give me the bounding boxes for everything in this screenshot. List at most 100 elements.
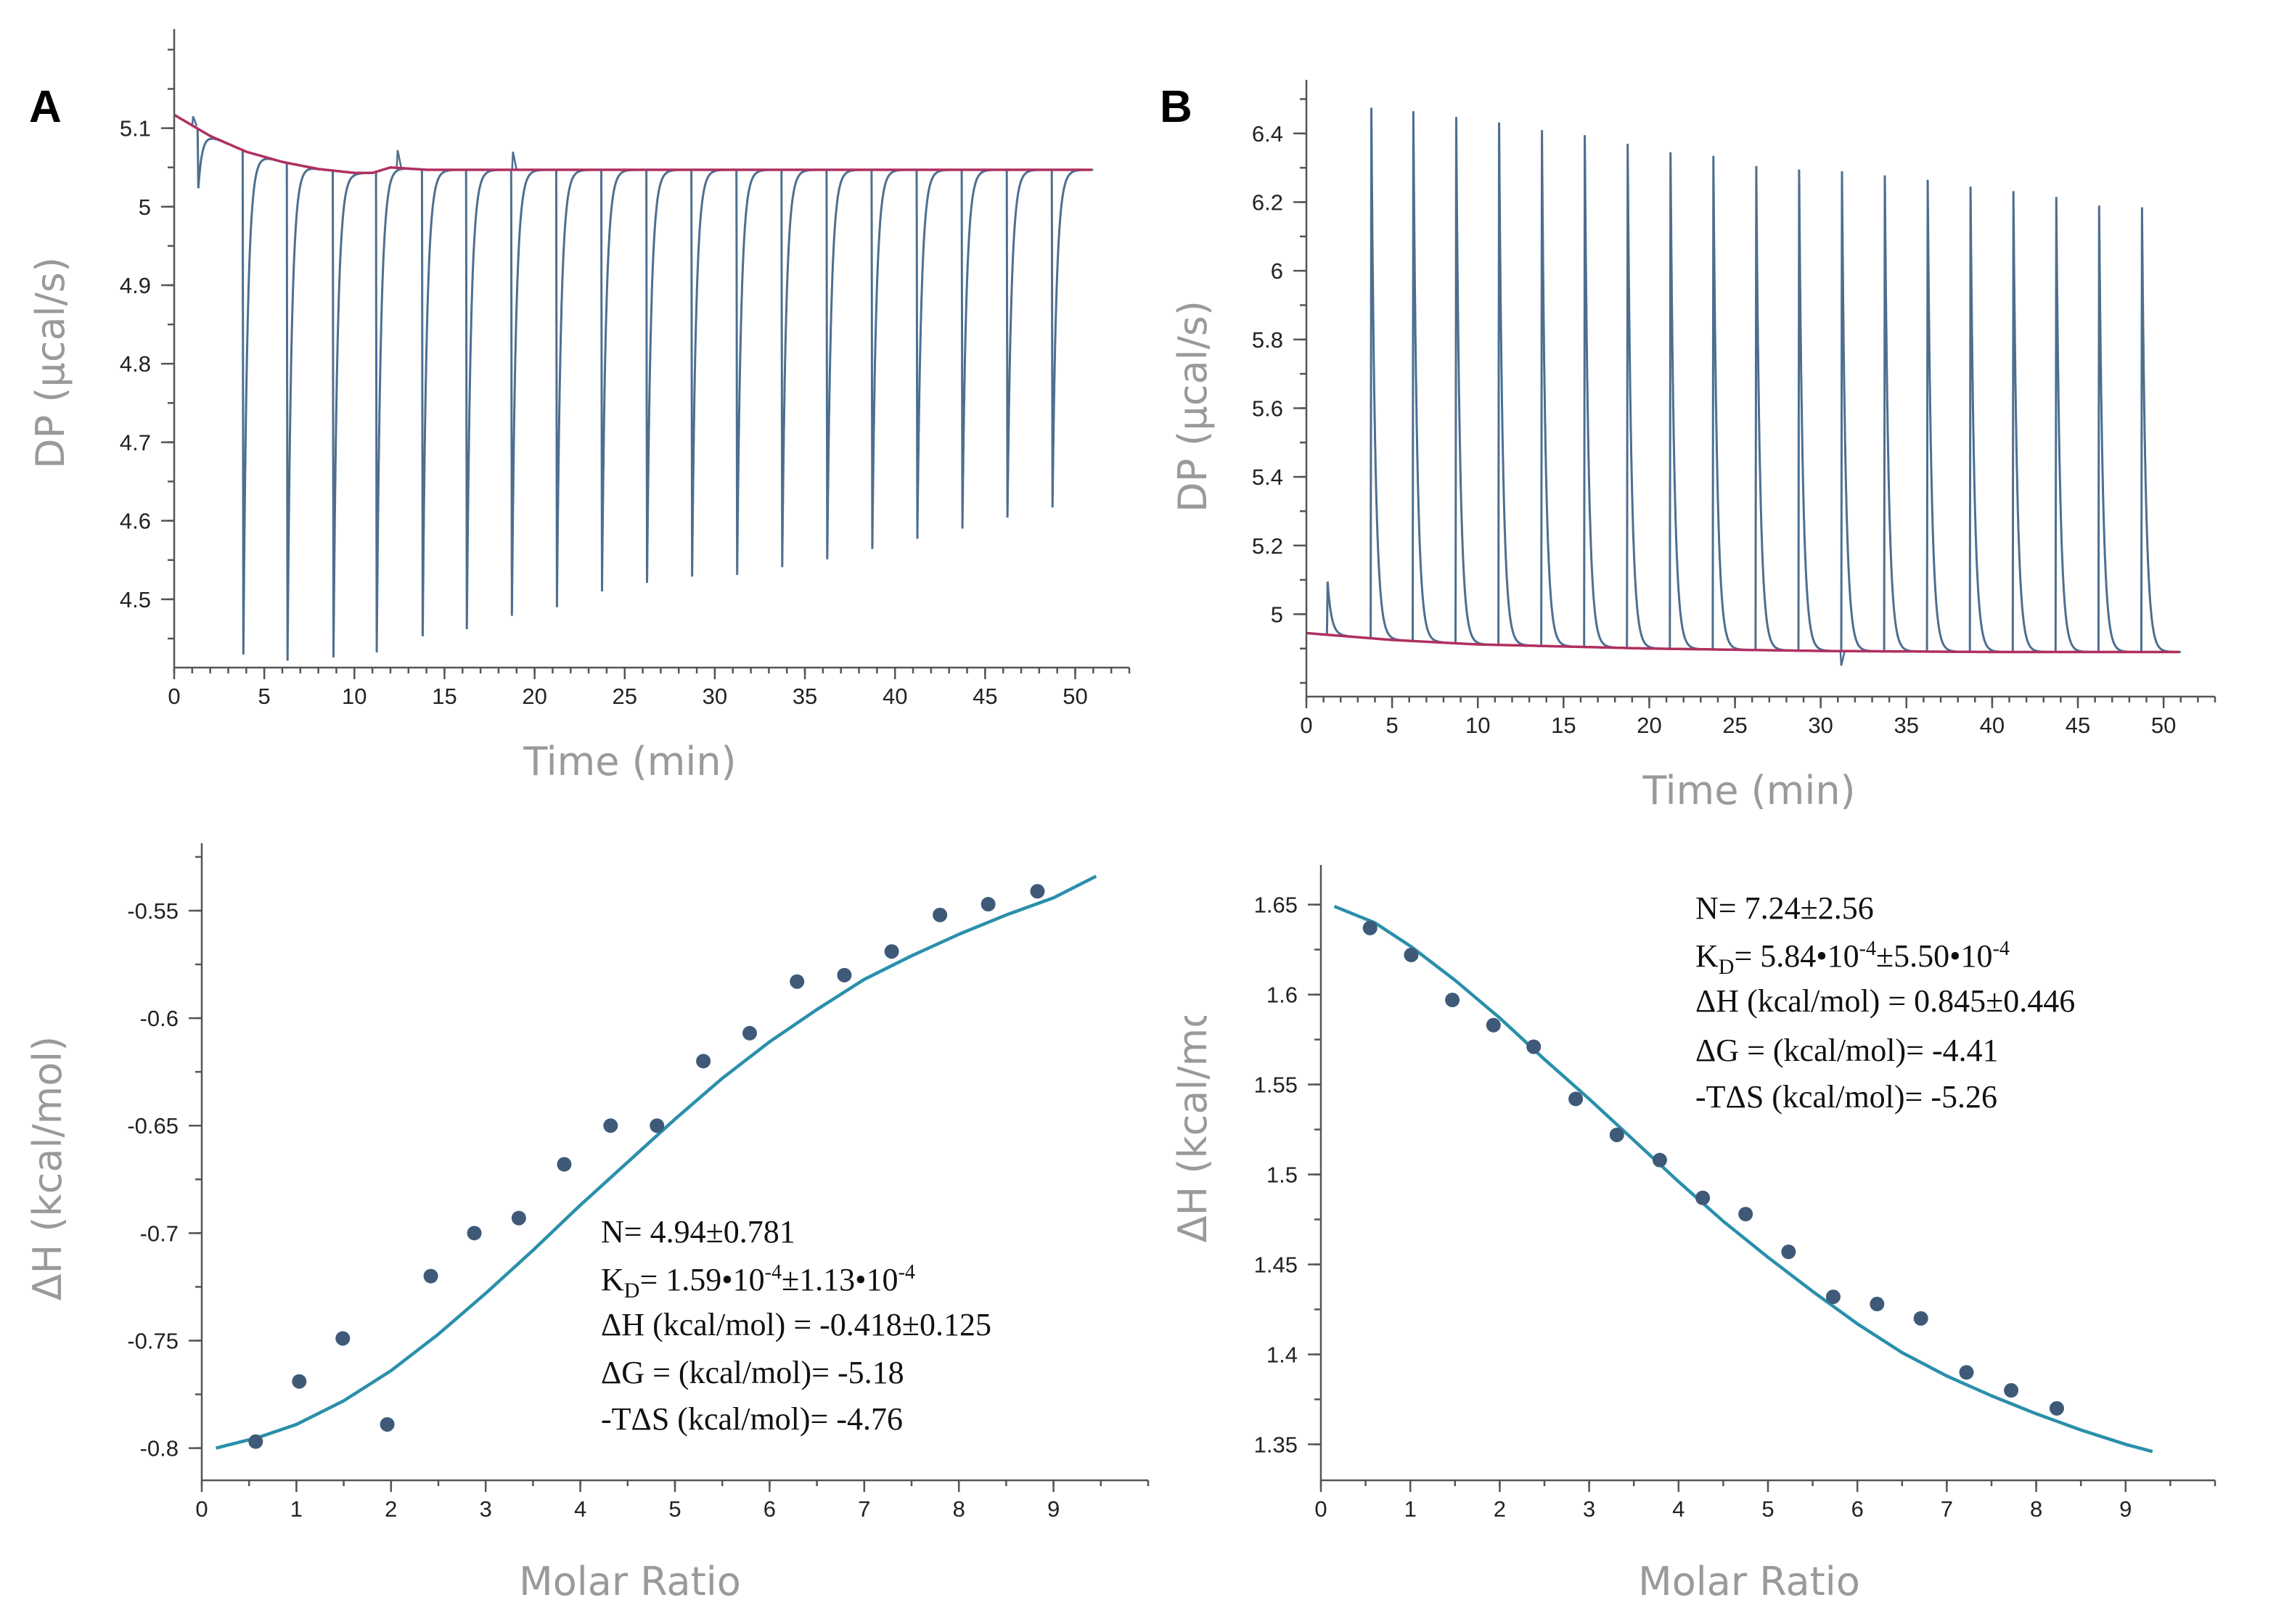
data-point — [933, 907, 948, 922]
y-tick-label: 1.6 — [1266, 983, 1298, 1008]
chart-b-isotherm: 0 1 2 3 4 5 6 7 8 9 1.35 1.4 1.45 1.5 1.55 1.6 1.65 Mola… — [1170, 865, 2216, 1604]
b-isotherm-ylabel-clip: ΔH (kcal/mol) — [1170, 1016, 1216, 1242]
y-tick-label: 1.45 — [1254, 1252, 1298, 1277]
b-ann-kd-k: K — [1695, 938, 1719, 974]
b-isotherm-xlabel: Molar Ratio — [1638, 1559, 1860, 1604]
x-tick-label: 5 — [1385, 713, 1398, 738]
x-tick-label: 0 — [1300, 713, 1312, 738]
a-ann-tds: -TΔS (kcal/mol)= -4.76 — [601, 1401, 903, 1437]
data-point — [1738, 1207, 1753, 1222]
x-tick-label: 35 — [793, 684, 817, 709]
x-tick-label: 3 — [1583, 1496, 1595, 1522]
b-ann-dg: ΔG = (kcal/mol)= -4.41 — [1695, 1033, 1999, 1068]
x-tick-label: 9 — [1047, 1496, 1060, 1522]
a-isotherm-marks — [216, 874, 1097, 1450]
data-point — [1781, 1244, 1796, 1260]
data-point — [1362, 920, 1378, 935]
data-point — [557, 1157, 572, 1172]
y-tick-label: 1.35 — [1254, 1432, 1298, 1457]
x-tick-label: 20 — [522, 684, 547, 709]
b-isotherm-ticks: 0 1 2 3 4 5 6 7 8 9 1.35 1.4 1.45 1.5 1.55 1.6 1.65 — [1254, 893, 2216, 1522]
x-tick-label: 8 — [953, 1496, 965, 1522]
a-thermogram-axes — [173, 29, 1129, 669]
data-point — [511, 1210, 526, 1226]
data-point — [1030, 884, 1045, 899]
b-ann-kd-exp1: -4 — [1859, 938, 1876, 960]
x-tick-label: 0 — [195, 1496, 208, 1522]
b-ann-kd-sub: D — [1719, 955, 1735, 979]
data-point — [1526, 1039, 1542, 1054]
b-ann-n: N= 7.24±2.56 — [1695, 890, 1874, 926]
data-point — [1695, 1190, 1711, 1205]
y-tick-label: 5.8 — [1252, 327, 1283, 353]
x-tick-label: 6 — [764, 1496, 776, 1522]
baseline-line — [173, 113, 1092, 175]
a-ann-dg: ΔG = (kcal/mol)= -5.18 — [601, 1355, 904, 1390]
y-tick-label: 5.4 — [1252, 464, 1283, 490]
y-tick-label: -0.55 — [127, 898, 179, 924]
a-ann-n: N= 4.94±0.781 — [601, 1214, 795, 1250]
x-tick-label: 1 — [290, 1496, 303, 1522]
x-tick-label: 25 — [1722, 713, 1747, 738]
chart-a-thermogram: 0 5 10 15 20 25 30 35 40 45 504.54.64.74.84.955.1 … — [28, 29, 1131, 784]
b-ann-dh: ΔH (kcal/mol) = 0.845±0.446 — [1695, 983, 2075, 1019]
x-tick-label: 9 — [2119, 1496, 2132, 1522]
data-point — [1404, 948, 1419, 963]
fit-curve-line — [216, 874, 1097, 1450]
y-tick-label: 6.4 — [1252, 121, 1283, 147]
a-ann-kd-rest: = 1.59•10 — [639, 1262, 764, 1297]
data-point — [742, 1025, 758, 1041]
data-point — [1959, 1365, 1974, 1380]
b-isotherm-annotation: N= 7.24±2.56 KD= 5.84•10-4±5.50•10-4 ΔH … — [1695, 890, 2075, 1115]
baseline-line — [1306, 631, 2179, 654]
x-tick-label: 45 — [2066, 713, 2090, 738]
raw-trace-line — [173, 113, 1094, 661]
a-thermogram-xlabel: Time (min) — [523, 739, 736, 784]
b-ann-kd-rest: = 5.84•10 — [1734, 938, 1859, 974]
b-thermogram-axes — [1305, 80, 2215, 698]
a-ann-kd-k: K — [601, 1262, 624, 1297]
y-tick-label: -0.75 — [127, 1328, 179, 1353]
y-tick-label: 5 — [1271, 602, 1283, 627]
y-tick-label: -0.7 — [140, 1221, 179, 1246]
y-tick-label: -0.8 — [140, 1436, 179, 1461]
a-isotherm-ylabel: ΔH (kcal/mol) — [25, 1036, 70, 1301]
y-tick-label: -0.6 — [140, 1006, 179, 1031]
x-tick-label: 50 — [1063, 684, 1087, 709]
a-ann-dh: ΔH (kcal/mol) = -0.418±0.125 — [601, 1307, 991, 1342]
trace-spike — [1839, 650, 1846, 666]
data-point — [467, 1226, 482, 1241]
x-tick-label: 4 — [574, 1496, 586, 1522]
y-tick-label: 1.55 — [1254, 1073, 1298, 1098]
chart-a-isotherm: 0 1 2 3 4 5 6 7 8 9 -0.8 -0.75 -0.7 -0.65 -0.6 -0.55 Mo… — [25, 843, 1150, 1604]
trace-spike — [396, 149, 403, 168]
x-tick-label: 5 — [668, 1496, 681, 1522]
b-thermogram-ylabel: DP (µcal/s) — [1170, 300, 1216, 512]
x-tick-label: 15 — [1551, 713, 1576, 738]
data-point — [2049, 1401, 2064, 1416]
b-ann-kd: KD= 5.84•10-4±5.50•10-4 — [1695, 938, 2010, 979]
x-tick-label: 25 — [613, 684, 637, 709]
x-tick-label: 6 — [1851, 1496, 1864, 1522]
x-tick-label: 20 — [1637, 713, 1661, 738]
trace-spike — [191, 115, 198, 126]
data-point — [837, 967, 852, 983]
y-tick-label: 4.5 — [120, 587, 151, 612]
data-point — [248, 1434, 263, 1449]
y-tick-label: 4.9 — [120, 273, 151, 298]
data-point — [2004, 1383, 2019, 1398]
b-isotherm-marks — [1333, 905, 2153, 1453]
data-point — [292, 1374, 307, 1389]
data-point — [981, 897, 996, 912]
x-tick-label: 7 — [1941, 1496, 1953, 1522]
x-tick-label: 0 — [1314, 1496, 1327, 1522]
a-isotherm-xlabel: Molar Ratio — [519, 1559, 741, 1604]
a-ann-kd-exp2: -4 — [898, 1261, 915, 1284]
y-tick-label: -0.65 — [127, 1113, 179, 1139]
x-tick-label: 1 — [1404, 1496, 1417, 1522]
x-tick-label: 40 — [1980, 713, 2005, 738]
data-point — [1609, 1127, 1624, 1142]
x-tick-label: 15 — [432, 684, 457, 709]
trace-spike — [511, 151, 517, 171]
